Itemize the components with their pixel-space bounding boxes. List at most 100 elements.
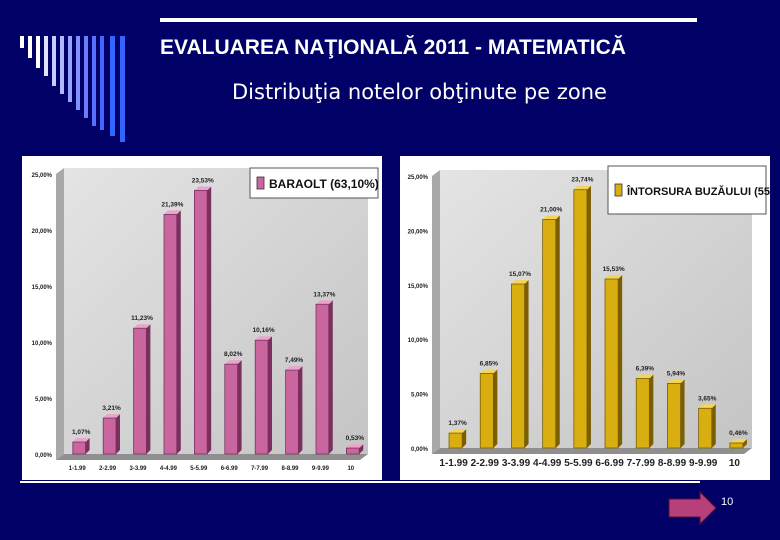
data-label: 6,85% — [480, 360, 499, 367]
chart-panel-intorsura: 0,00% 5,00% 10,00% 15,00% 20,00% 25,00% 1,37% 1… — [400, 156, 770, 480]
bar-side — [85, 438, 90, 454]
bar-side — [524, 280, 529, 448]
data-label: 11,23% — [131, 315, 153, 322]
plot-floor — [432, 448, 752, 454]
bar-top — [285, 366, 303, 371]
x-tick-label: 10 — [729, 458, 741, 469]
data-label: 1,07% — [72, 429, 91, 436]
bar-side — [586, 185, 591, 448]
legend-box — [249, 167, 379, 199]
y-tick-label: 15,00% — [32, 285, 53, 291]
bar-top — [667, 379, 685, 384]
x-tick-label: 5-5.99 — [190, 466, 208, 472]
bar-side — [493, 369, 498, 448]
bar-side — [267, 336, 272, 454]
x-tick-label: 9-9.99 — [312, 466, 330, 472]
data-label: 21,00% — [540, 207, 562, 214]
x-tick-label: 2-2.99 — [471, 458, 500, 469]
bar — [511, 283, 525, 449]
data-label: 10,16% — [253, 327, 275, 334]
x-tick-label: 1-1.99 — [69, 466, 87, 472]
bar-side — [618, 275, 623, 448]
legend-label: BARAOLT (63,10%) — [269, 177, 379, 191]
bar-top — [133, 324, 151, 329]
x-tick-label: 7-7.99 — [627, 458, 656, 469]
vertical-bar-comb — [20, 36, 125, 142]
bar — [254, 339, 269, 455]
bar — [448, 432, 463, 449]
data-label: 3,65% — [698, 395, 717, 402]
bar-side — [742, 438, 747, 448]
x-tick-label: 4-4.99 — [533, 458, 562, 469]
bar — [163, 214, 178, 455]
y-tick-label: 10,00% — [32, 341, 53, 347]
x-tick-label: 1-1.99 — [439, 458, 468, 469]
y-tick-label: 20,00% — [408, 229, 429, 235]
bar-top — [255, 336, 272, 341]
x-tick-label: 2-2.99 — [99, 466, 117, 472]
x-tick-label: 8-8.99 — [281, 466, 299, 472]
bar-side — [711, 404, 716, 448]
data-label: 5,94% — [667, 370, 686, 377]
bar-top — [636, 374, 654, 379]
y-tick-label: 0,00% — [35, 453, 53, 459]
bar — [315, 303, 330, 455]
plot-floor — [56, 454, 368, 460]
bar — [604, 278, 619, 449]
chart-intorsura-buzaului: 0,00% 5,00% 10,00% 15,00% 20,00% 25,00% 1,37% 1… — [400, 156, 770, 480]
bar-top — [542, 215, 560, 220]
y-tick-label: 25,00% — [32, 173, 53, 179]
bar — [194, 190, 208, 455]
bar — [729, 442, 744, 449]
bar — [133, 327, 147, 455]
x-tick-label: 9-9.99 — [689, 458, 718, 469]
plot-side-wall — [432, 170, 440, 454]
bar-top — [605, 275, 623, 280]
bar-side — [359, 444, 364, 454]
x-tick-label: 3-3.99 — [502, 458, 531, 469]
bottom-rule — [20, 481, 700, 483]
bar — [72, 441, 86, 455]
decorative-stripes — [20, 18, 697, 142]
bar — [224, 363, 238, 455]
chart-baraolt: 0,00% 5,00% 10,00% 15,00% 20,00% 25,00% 1,07% 1… — [22, 156, 382, 480]
bar-side — [462, 429, 467, 448]
bar-side — [115, 414, 120, 454]
x-tick-label: 6-6.99 — [595, 458, 624, 469]
bar-top — [573, 185, 591, 190]
y-tick-label: 0,00% — [411, 447, 429, 453]
x-tick-label: 7-7.99 — [251, 466, 269, 472]
bar-top — [224, 360, 242, 365]
slide-subtitle: Distribuţia notelor obţinute pe zone — [232, 80, 607, 104]
next-slide-arrow-icon[interactable] — [668, 491, 718, 525]
bar — [667, 382, 681, 449]
bar-top — [729, 438, 747, 443]
bar-top — [103, 414, 120, 419]
legend-label: ÎNTORSURA BUZĂULUI (55,71%) — [626, 185, 770, 198]
bar-top — [449, 429, 467, 434]
bar-top — [72, 438, 90, 443]
bar-top — [164, 210, 181, 215]
bar-top — [480, 369, 498, 374]
bar-top — [194, 186, 212, 191]
x-tick-label: 10 — [347, 466, 354, 472]
data-label: 15,53% — [603, 266, 625, 273]
x-tick-label: 6-6.99 — [221, 466, 239, 472]
bar — [542, 219, 557, 449]
y-tick-label: 10,00% — [408, 338, 429, 344]
data-label: 0,53% — [346, 435, 365, 442]
data-label: 0,46% — [729, 430, 748, 437]
bar — [479, 373, 494, 449]
bar — [573, 189, 588, 449]
slide-title: EVALUAREA NAŢIONALĂ 2011 - MATEMATICĂ — [160, 36, 626, 59]
data-label: 21,39% — [161, 201, 183, 208]
y-tick-label: 5,00% — [35, 397, 53, 403]
page-number: 10 — [721, 496, 734, 508]
bar-side — [207, 186, 212, 455]
x-tick-label: 3-3.99 — [129, 466, 147, 472]
data-label: 6,39% — [636, 365, 655, 372]
bar-top — [316, 300, 333, 305]
data-label: 13,37% — [313, 291, 335, 298]
chart-panel-baraolt: 0,00% 5,00% 10,00% 15,00% 20,00% 25,00% 1,07% 1… — [22, 156, 382, 480]
bar-top — [511, 280, 529, 285]
